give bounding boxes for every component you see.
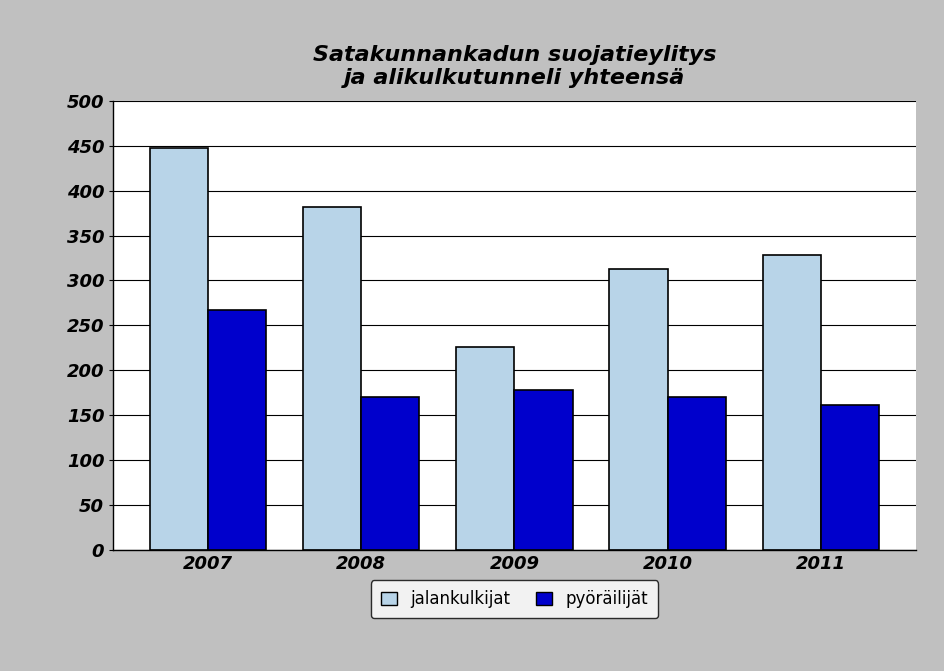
Legend: jalankulkijat, pyöräilijät: jalankulkijat, pyöräilijät	[371, 580, 658, 618]
Bar	[667, 397, 726, 550]
Title: Satakunnankadun suojatieylitys
ja alikulkutunneli yhteensä: Satakunnankadun suojatieylitys ja alikul…	[312, 45, 716, 88]
Bar	[303, 207, 362, 550]
Bar	[763, 255, 821, 550]
Bar	[362, 397, 419, 550]
Bar	[610, 269, 667, 550]
Bar	[150, 148, 208, 550]
Bar	[456, 347, 514, 550]
Bar	[514, 390, 573, 550]
Bar	[208, 310, 266, 550]
Bar	[821, 405, 879, 550]
